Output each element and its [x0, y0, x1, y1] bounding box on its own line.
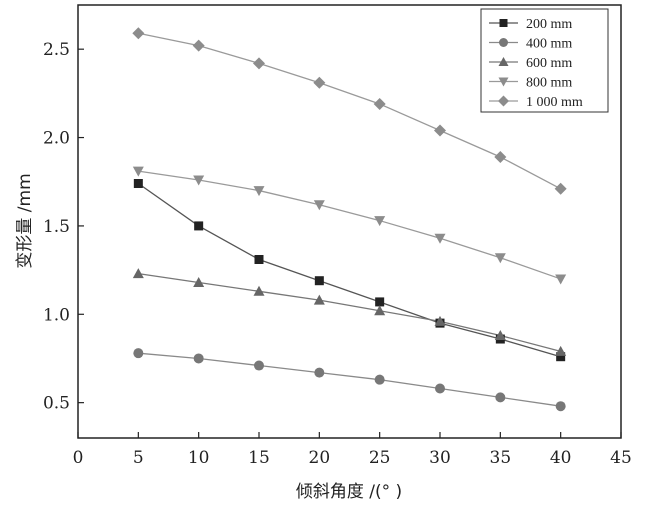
legend-label: 600 mm — [526, 56, 572, 71]
legend-marker — [499, 19, 508, 27]
data-point — [373, 97, 386, 110]
data-point — [555, 274, 567, 285]
legend-label: 1 000 mm — [526, 95, 583, 110]
y-tick-label: 0.5 — [43, 394, 70, 414]
plot-frame — [77, 4, 622, 439]
data-point — [133, 348, 144, 359]
data-point — [192, 39, 205, 52]
x-tick-label: 30 — [429, 448, 451, 468]
y-tick-label: 1.5 — [43, 217, 70, 237]
data-point — [494, 150, 507, 163]
data-point — [254, 360, 264, 371]
data-point — [132, 268, 144, 279]
data-point — [193, 353, 204, 364]
data-point — [374, 216, 386, 227]
legend: 200 mm 400 mm 600 mm 800 mm 1 000 mm — [480, 8, 609, 113]
legend-label: 800 mm — [526, 76, 572, 91]
x-axis-label: 倾斜角度 /(° ) — [296, 482, 402, 502]
x-tick-label: 20 — [309, 448, 331, 468]
data-point — [494, 253, 506, 264]
data-point — [133, 179, 143, 189]
data-point — [554, 182, 567, 195]
x-tick-label: 0 — [73, 448, 84, 468]
legend-label: 200 mm — [526, 17, 572, 32]
y-tick-label: 2.5 — [43, 40, 70, 60]
series-line-3 — [138, 170, 561, 280]
data-point — [254, 254, 264, 264]
data-point — [495, 392, 506, 403]
x-tick-label: 40 — [550, 448, 572, 468]
data-point — [435, 383, 445, 394]
legend-marker — [499, 38, 508, 47]
data-point — [193, 175, 205, 186]
data-point — [494, 329, 506, 340]
data-point — [314, 367, 325, 378]
x-tick-label: 5 — [133, 448, 144, 468]
data-point — [313, 76, 326, 89]
data-point — [375, 297, 385, 307]
data-point — [132, 166, 144, 177]
data-point — [555, 345, 567, 356]
y-axis-label: 变形量 /mm — [15, 173, 35, 268]
x-tick-label: 10 — [188, 448, 210, 468]
data-point — [132, 27, 145, 40]
series-lines — [137, 32, 561, 407]
y-tick-label: 1.0 — [43, 305, 70, 325]
data-point — [556, 352, 566, 362]
data-point — [314, 276, 324, 286]
y-axis: 0.5 1.0 1.5 2.0 2.5 — [43, 40, 84, 414]
data-point — [253, 186, 265, 197]
data-point — [434, 315, 446, 326]
data-point — [374, 374, 385, 385]
data-point — [194, 221, 204, 231]
data-point — [193, 276, 205, 287]
legend-marker — [498, 57, 509, 66]
series-line-2 — [138, 272, 561, 353]
data-point — [253, 285, 265, 296]
series-markers — [132, 27, 567, 412]
legend-marker — [498, 95, 509, 107]
x-tick-label: 25 — [369, 448, 391, 468]
series-line-1 — [138, 352, 561, 407]
series-line-4 — [138, 32, 561, 190]
x-tick-label: 35 — [490, 448, 512, 468]
data-point — [374, 305, 386, 316]
series-line-0 — [137, 182, 561, 358]
legend-marker — [498, 77, 509, 87]
x-tick-label: 45 — [610, 448, 632, 468]
data-point — [313, 200, 325, 211]
x-axis: 0 5 10 15 20 25 30 35 40 45 — [73, 432, 632, 468]
data-point — [253, 57, 265, 70]
data-point — [555, 401, 566, 412]
data-point — [434, 124, 446, 137]
y-tick-label: 2.0 — [43, 129, 70, 149]
legend-label: 400 mm — [526, 37, 572, 52]
data-point — [434, 233, 446, 244]
x-tick-label: 15 — [248, 448, 270, 468]
data-point — [313, 294, 325, 305]
